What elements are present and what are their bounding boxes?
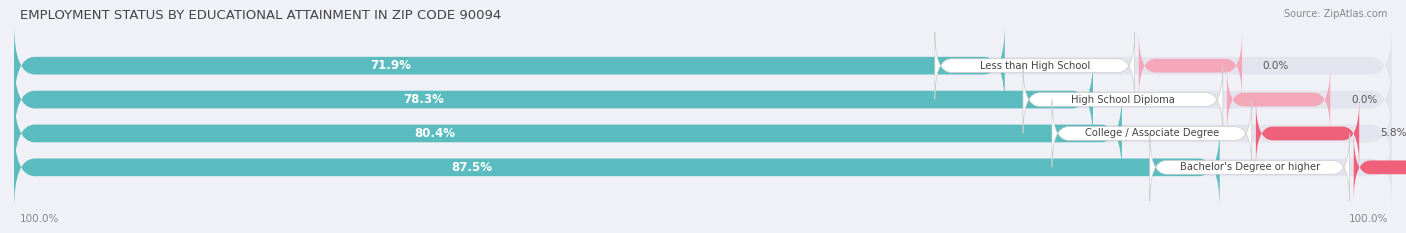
FancyBboxPatch shape	[1227, 66, 1330, 133]
Text: 80.4%: 80.4%	[415, 127, 456, 140]
FancyBboxPatch shape	[14, 125, 1220, 209]
Text: Bachelor's Degree or higher: Bachelor's Degree or higher	[1180, 162, 1320, 172]
Text: 0.0%: 0.0%	[1351, 95, 1378, 105]
Text: 71.9%: 71.9%	[370, 59, 411, 72]
FancyBboxPatch shape	[14, 58, 1092, 142]
Text: College / Associate Degree: College / Associate Degree	[1084, 128, 1219, 138]
Text: 100.0%: 100.0%	[1348, 214, 1388, 224]
FancyBboxPatch shape	[935, 32, 1135, 99]
Text: 87.5%: 87.5%	[451, 161, 492, 174]
Text: 5.8%: 5.8%	[1379, 128, 1406, 138]
FancyBboxPatch shape	[14, 24, 1392, 108]
Text: High School Diploma: High School Diploma	[1071, 95, 1175, 105]
FancyBboxPatch shape	[14, 58, 1392, 142]
FancyBboxPatch shape	[1052, 100, 1251, 167]
FancyBboxPatch shape	[14, 125, 1392, 209]
Text: 100.0%: 100.0%	[20, 214, 59, 224]
FancyBboxPatch shape	[1354, 134, 1406, 201]
Text: 0.0%: 0.0%	[1263, 61, 1289, 71]
FancyBboxPatch shape	[14, 24, 1005, 108]
Text: Source: ZipAtlas.com: Source: ZipAtlas.com	[1284, 9, 1388, 19]
FancyBboxPatch shape	[1150, 134, 1350, 201]
FancyBboxPatch shape	[1139, 32, 1241, 99]
Text: Less than High School: Less than High School	[980, 61, 1090, 71]
FancyBboxPatch shape	[14, 91, 1392, 175]
FancyBboxPatch shape	[14, 91, 1122, 175]
FancyBboxPatch shape	[1256, 100, 1360, 167]
Text: EMPLOYMENT STATUS BY EDUCATIONAL ATTAINMENT IN ZIP CODE 90094: EMPLOYMENT STATUS BY EDUCATIONAL ATTAINM…	[20, 9, 501, 22]
FancyBboxPatch shape	[1024, 66, 1223, 133]
Text: 78.3%: 78.3%	[404, 93, 444, 106]
